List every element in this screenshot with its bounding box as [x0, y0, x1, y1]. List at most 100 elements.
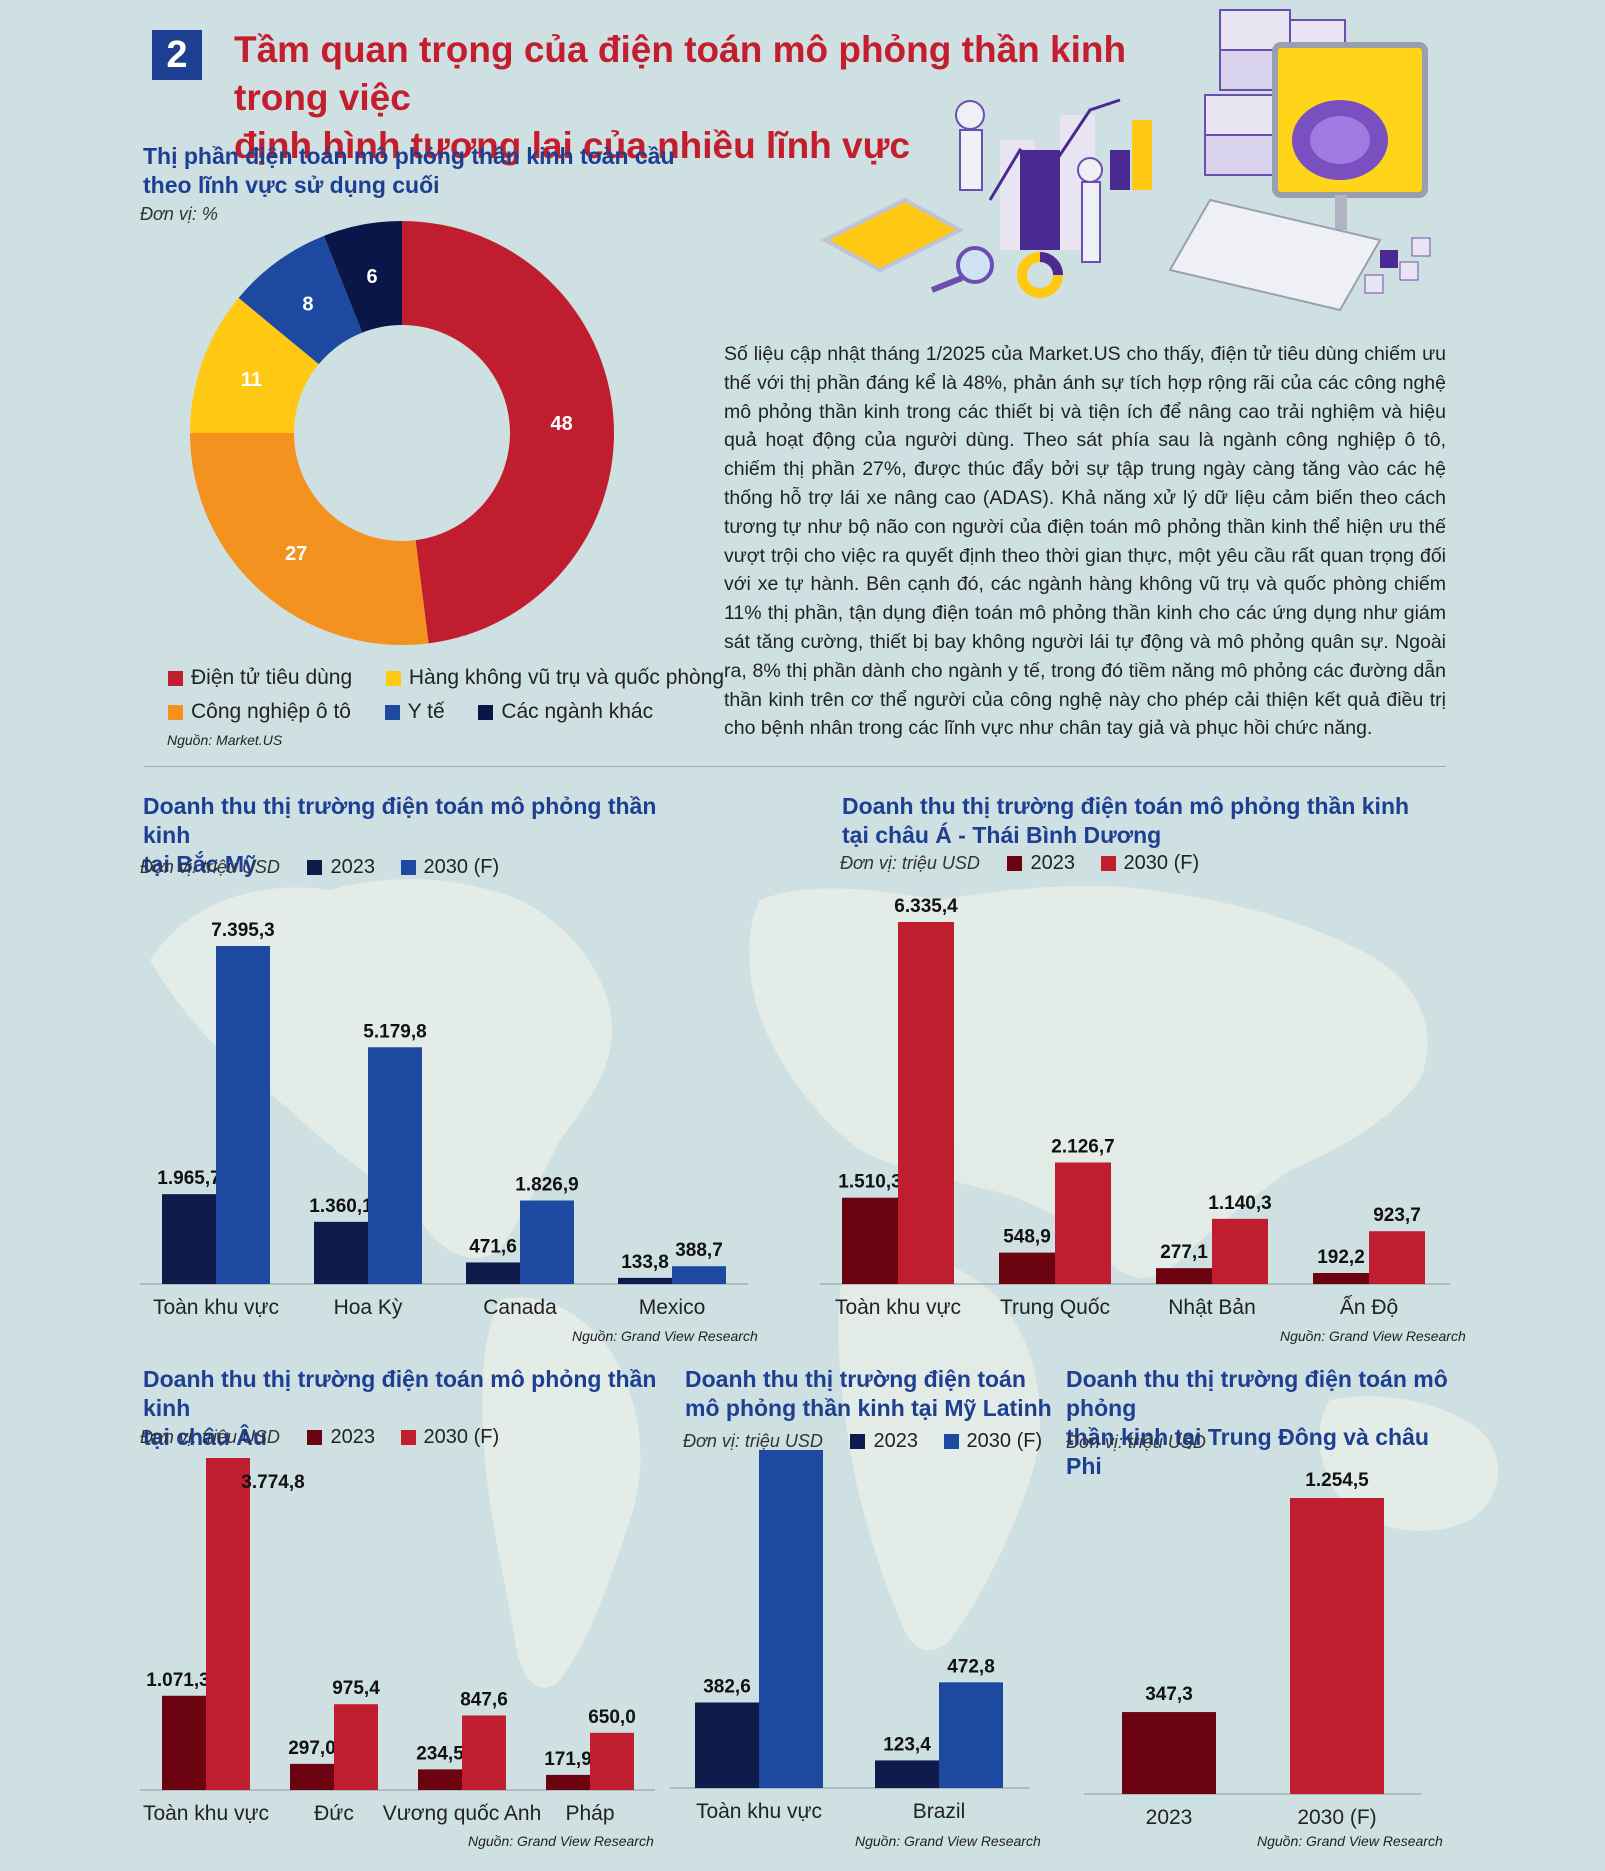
bar-value-label: 382,6	[703, 1676, 751, 1697]
legend-item-consumer-electronics: Điện tử tiêu dùng	[168, 666, 352, 689]
na-title-line-1: Doanh thu thị trường điện toán mô phỏng …	[143, 793, 657, 848]
legend-label: 2030 (F)	[1123, 852, 1200, 875]
bar-value-label: 1.826,9	[515, 1175, 578, 1196]
apac-chart-title: Doanh thu thị trường điện toán mô phỏng …	[842, 792, 1442, 850]
category-tick-label: Hoa Kỳ	[334, 1296, 403, 1319]
bar	[672, 1266, 726, 1284]
legend-row-1: Điện tử tiêu dùng Hàng không vũ trụ và q…	[168, 666, 728, 700]
bar-value-label: 548,9	[1003, 1227, 1051, 1248]
mea-unit: Đơn vị: triệu USD	[1066, 1432, 1206, 1452]
legend-swatch	[478, 704, 494, 720]
bar	[1313, 1273, 1369, 1284]
bar-value-label: 347,3	[1145, 1684, 1193, 1705]
donut-chart-icon	[1017, 252, 1063, 298]
legend-label: Các ngành khác	[501, 700, 654, 723]
category-tick-label: Toàn khu vực	[835, 1296, 961, 1319]
donut-slice	[323, 221, 402, 333]
bar	[1055, 1162, 1111, 1284]
bar	[898, 922, 954, 1284]
bar	[695, 1702, 759, 1788]
legend-swatch	[850, 1434, 866, 1450]
mea-title-line-1: Doanh thu thị trường điện toán mô phỏng	[1066, 1366, 1448, 1421]
na-unit: Đơn vị: triệu USD	[140, 857, 280, 877]
bar	[206, 1458, 250, 1790]
category-tick-label: Ấn Độ	[1340, 1296, 1398, 1319]
bar-value-label: 1.510,3	[838, 1172, 901, 1193]
cubes-icon	[1364, 237, 1431, 294]
donut-slice	[402, 221, 615, 644]
donut-title: Thị phần điện toán mô phỏng thần kinh to…	[143, 142, 703, 200]
donut-slice-label: 6	[366, 266, 377, 288]
eu-title-line-1: Doanh thu thị trường điện toán mô phỏng …	[143, 1366, 657, 1421]
legend-label: 2030 (F)	[966, 1430, 1043, 1453]
page-title-line-2: định hình tương lai của nhiều lĩnh vực	[234, 125, 911, 166]
legend-swatch	[1100, 856, 1116, 872]
legend-item-automotive: Công nghiệp ô tô	[168, 700, 351, 723]
category-tick-label: Toàn khu vực	[696, 1800, 822, 1823]
bar-value-label: 388,7	[675, 1240, 723, 1261]
category-tick-label: Canada	[483, 1296, 557, 1319]
donut-slice	[190, 297, 319, 433]
donut-unit: Đơn vị: %	[140, 204, 218, 224]
bar	[462, 1715, 506, 1790]
eu-title-line-2: tại châu Âu	[143, 1424, 267, 1450]
bar-value-label: 847,6	[460, 1689, 508, 1710]
legend-swatch	[168, 704, 183, 720]
legend-swatch	[1007, 856, 1023, 872]
legend-label: Y tế	[407, 700, 445, 723]
category-tick-label: Đức	[314, 1802, 354, 1825]
bar	[759, 1450, 823, 1788]
legend-swatch	[943, 1434, 959, 1450]
donut-source: Nguồn: Market.US	[167, 732, 283, 748]
latam-source: Nguồn: Grand View Research	[855, 1833, 1041, 1849]
bar-value-label: 6.335,4	[894, 896, 958, 917]
bar	[162, 1695, 206, 1790]
category-tick-label: Brazil	[913, 1800, 966, 1823]
bar	[368, 1047, 422, 1284]
apac-title-line-1: Doanh thu thị trường điện toán mô phỏng …	[842, 793, 1410, 819]
bar	[999, 1252, 1055, 1284]
bar	[1369, 1231, 1425, 1284]
bar	[1122, 1712, 1216, 1794]
page-title-line-1: Tầm quan trọng của điện toán mô phỏng th…	[234, 29, 1127, 118]
eu-bar-chart: 1.071,3 3.774,8 Toàn khu vực 297,0 975,4 Đức 2…	[140, 1458, 655, 1825]
category-tick-label: Mexico	[639, 1296, 706, 1319]
legend-swatch	[307, 1430, 323, 1446]
mea-source: Nguồn: Grand View Research	[1257, 1833, 1443, 1849]
bar-value-label: 297,0	[288, 1738, 336, 1759]
category-tick-label: Nhật Bản	[1168, 1296, 1256, 1319]
apac-legend: Đơn vị: triệu USD 2023 2030 (F)	[840, 852, 1219, 875]
legend-label: 2023	[1030, 852, 1075, 875]
bar-value-label: 5.179,8	[363, 1021, 426, 1042]
donut-title-line-1: Thị phần điện toán mô phỏng thần kinh to…	[143, 143, 675, 169]
legend-swatch	[168, 670, 183, 686]
na-bar-chart: 1.965,7 7.395,3 Toàn khu vực 1.360,1 5.179,8…	[140, 920, 748, 1319]
eu-source: Nguồn: Grand View Research	[468, 1833, 654, 1849]
apac-title-line-2: tại châu Á - Thái Bình Dương	[842, 822, 1162, 848]
bar-value-label: 133,8	[621, 1252, 669, 1273]
na-title-line-2: tại Bắc Mỹ	[143, 851, 257, 877]
analysis-paragraph: Số liệu cập nhật tháng 1/2025 của Market…	[724, 343, 1446, 740]
bar-value-label: 1.965,7	[157, 1168, 220, 1189]
keyboard-icon	[1168, 198, 1382, 312]
legend-label: 2030 (F)	[423, 856, 500, 879]
donut-slice	[238, 235, 363, 365]
donut-slice-label: 8	[302, 294, 313, 316]
category-tick-label: Toàn khu vực	[153, 1296, 279, 1319]
bar	[590, 1732, 634, 1790]
bar-value-label: 3.774,8	[241, 1472, 304, 1493]
bar	[418, 1769, 462, 1790]
bar-value-label: 471,6	[469, 1236, 517, 1257]
apac-unit: Đơn vị: triệu USD	[840, 853, 980, 873]
na-chart-title: Doanh thu thị trường điện toán mô phỏng …	[143, 792, 703, 879]
bar-value-label: 1.360,1	[309, 1196, 373, 1217]
donut-slice-label: 27	[285, 543, 307, 565]
bar-value-label: 1.071,3	[146, 1670, 209, 1691]
bar-value-label: 1.254,5	[1305, 1470, 1369, 1491]
apac-bar-chart: 1.510,3 6.335,4 Toàn khu vực 548,9 2.126,7 Tr…	[820, 896, 1450, 1319]
category-tick-label: Trung Quốc	[1000, 1296, 1110, 1319]
legend-label: 2023	[873, 1430, 918, 1453]
bar	[1290, 1498, 1384, 1794]
magnifier-icon	[930, 246, 994, 293]
